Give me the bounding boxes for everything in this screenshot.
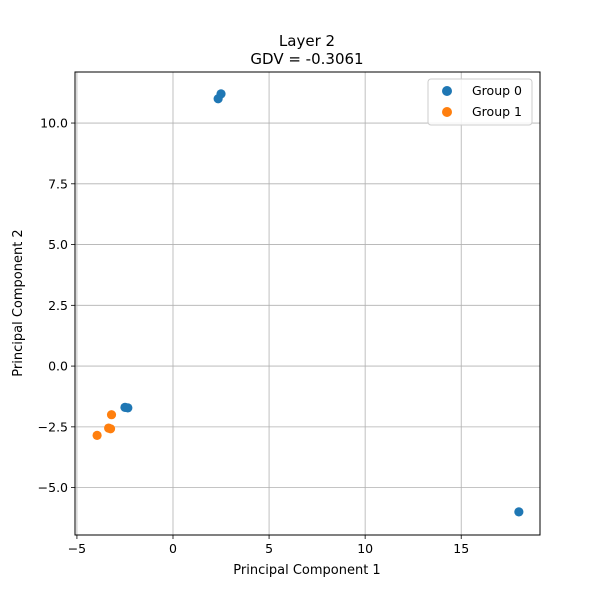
chart-title-line1: Layer 2 (279, 32, 335, 50)
y-tick-label: 10.0 (40, 116, 68, 131)
x-tick-label: 15 (453, 541, 469, 556)
legend-label-group-0: Group 0 (472, 83, 522, 98)
data-points (92, 89, 524, 517)
x-axis-label: Principal Component 1 (233, 563, 380, 578)
y-axis-label: Principal Component 2 (11, 229, 26, 376)
legend-marker-group-1 (442, 107, 452, 117)
x-tick-label: 5 (265, 541, 273, 556)
y-tick-label: 5.0 (48, 237, 68, 252)
legend-marker-group-0 (442, 86, 452, 96)
y-tick-label: 7.5 (48, 176, 68, 191)
grid (75, 72, 540, 535)
data-point-group-1 (105, 424, 116, 434)
data-point-group-1 (92, 430, 102, 440)
data-point-group-0 (213, 94, 223, 104)
y-tick-label: 2.5 (48, 298, 68, 313)
plot-frame (74, 71, 541, 536)
data-point-group-0 (514, 507, 524, 517)
y-tick-label: −2.5 (38, 419, 68, 434)
x-tick-label: −5 (68, 541, 86, 556)
x-tick-label: 10 (357, 541, 373, 556)
axis-ticks: −5 0 5 10 15 −5.0 −2.5 0.0 2.5 5.0 7.5 10.0 (38, 116, 470, 556)
chart-title-line2: GDV = -0.3061 (250, 50, 363, 68)
data-point-group-1 (106, 410, 117, 420)
y-tick-label: −5.0 (38, 480, 68, 495)
legend-label-group-1: Group 1 (472, 104, 522, 119)
data-point-group-0 (123, 403, 133, 413)
legend: Group 0 Group 1 (427, 78, 533, 126)
legend-box (427, 78, 533, 126)
y-tick-label: 0.0 (48, 359, 68, 374)
x-tick-label: 0 (169, 541, 177, 556)
